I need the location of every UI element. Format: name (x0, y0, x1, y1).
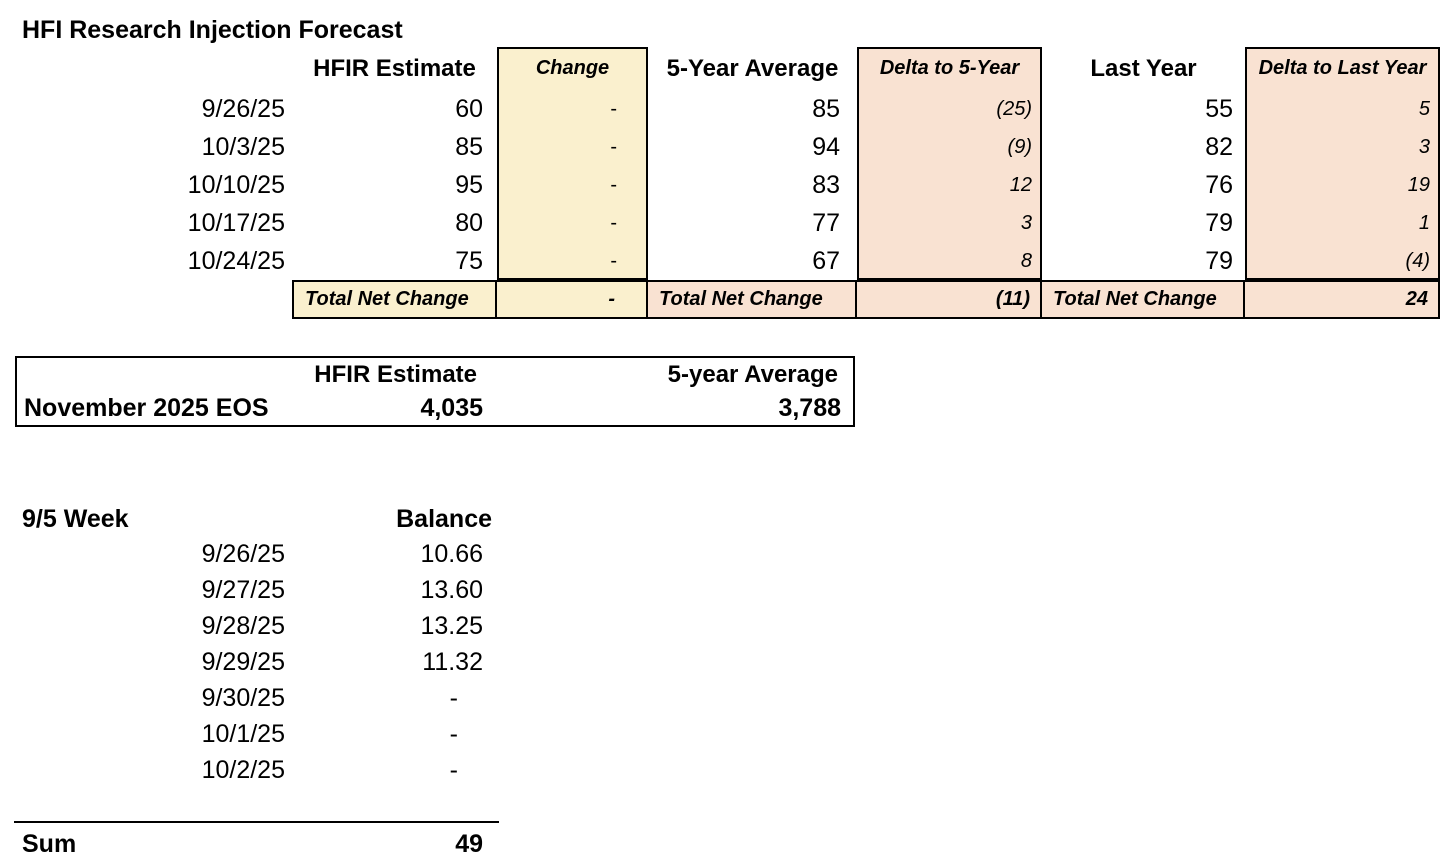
week-balance: 11.32 (422, 647, 483, 676)
avg5-cell: 83 (812, 170, 840, 199)
balance-column-header: Balance (396, 504, 492, 533)
lastyear-cell: 76 (1205, 170, 1233, 199)
week-row: 10/1/25 - (0, 716, 497, 752)
delta-lastyear-cell: 3 (1418, 135, 1430, 158)
week-date: 9/26/25 (201, 539, 285, 568)
hfir-cell: 80 (455, 208, 483, 237)
eos-5year-average-value: 3,788 (778, 394, 841, 422)
lastyear-cell: 82 (1205, 132, 1233, 161)
week-balance: - (449, 683, 458, 712)
week-balance: 13.60 (420, 575, 483, 604)
avg5-cell: 85 (812, 94, 840, 123)
sum-label: Sum (22, 829, 77, 858)
total-change-value: - (495, 280, 648, 319)
delta5-cell: 12 (1009, 173, 1032, 196)
week-balance: - (449, 719, 458, 748)
change-cell: - (610, 211, 617, 234)
delta5-cell: 3 (1020, 211, 1032, 234)
lastyear-cell: 79 (1205, 208, 1233, 237)
eos-empty-header (17, 358, 292, 392)
week-row: 9/30/25 - (0, 680, 497, 716)
forecast-table: HFIR Estimate Change 5-Year Average Delt… (0, 47, 1440, 319)
week-date: 10/1/25 (201, 719, 285, 748)
avg5-cell: 94 (812, 132, 840, 161)
date-cell: 10/24/25 (187, 246, 285, 275)
header-last-year: Last Year (1090, 54, 1197, 82)
date-cell: 9/26/25 (201, 94, 285, 123)
total-label-5year: Total Net Change (646, 280, 857, 319)
week-date: 10/2/25 (201, 755, 285, 784)
delta5-cell: (25) (996, 97, 1032, 120)
week-row: 9/26/25 10.66 (0, 536, 497, 572)
header-hfir-estimate: HFIR Estimate (313, 54, 476, 82)
change-cell: - (610, 173, 617, 196)
week-row: 9/28/25 13.25 (0, 608, 497, 644)
hfir-cell: 95 (455, 170, 483, 199)
week-date: 9/30/25 (201, 683, 285, 712)
avg5-cell: 77 (812, 208, 840, 237)
change-cell: - (610, 135, 617, 158)
sum-divider-line (14, 821, 499, 823)
eos-hfir-value: 4,035 (420, 394, 483, 422)
forecast-grid: HFIR Estimate Change 5-Year Average Delt… (0, 47, 1440, 280)
date-cell: 10/3/25 (201, 132, 285, 161)
eos-header-5year-average: 5-year Average (667, 361, 838, 388)
week-table-title: 9/5 Week (22, 504, 129, 533)
week-row: 9/27/25 13.60 (0, 572, 497, 608)
week-date: 9/27/25 (201, 575, 285, 604)
week-balance: 10.66 (420, 539, 483, 568)
change-cell: - (610, 97, 617, 120)
lastyear-cell: 55 (1205, 94, 1233, 123)
header-delta-last-year: Delta to Last Year (1258, 57, 1427, 79)
total-delta-lastyear-value: 24 (1243, 280, 1440, 319)
delta-lastyear-cell: (4) (1405, 249, 1430, 272)
header-delta-5year: Delta to 5-Year (879, 57, 1020, 79)
total-delta-5year-value: (11) (855, 280, 1042, 319)
week-balance: - (449, 755, 458, 784)
week-balance: 13.25 (420, 611, 483, 640)
delta5-cell: (9) (1007, 135, 1032, 158)
date-cell: 10/10/25 (187, 170, 285, 199)
hfir-cell: 60 (455, 94, 483, 123)
change-column-box (497, 47, 648, 280)
week-date: 9/29/25 (201, 647, 285, 676)
change-cell: - (610, 249, 617, 272)
header-change: Change (535, 57, 610, 79)
date-cell: 10/17/25 (187, 208, 285, 237)
hfir-cell: 75 (455, 246, 483, 275)
total-label-change: Total Net Change (292, 280, 497, 319)
sum-value: 49 (455, 829, 483, 858)
delta-lastyear-cell: 5 (1418, 97, 1430, 120)
total-net-change-row: Total Net Change - Total Net Change (11)… (292, 280, 1440, 319)
delta-lastyear-column-box (1245, 47, 1440, 280)
header-date (0, 47, 292, 90)
week-row: 9/29/25 11.32 (0, 644, 497, 680)
week-date: 9/28/25 (201, 611, 285, 640)
page-title: HFI Research Injection Forecast (22, 16, 403, 44)
hfir-cell: 85 (455, 132, 483, 161)
delta-lastyear-cell: 1 (1418, 211, 1430, 234)
eos-row-label: November 2025 EOS (24, 394, 269, 422)
sum-row: Sum 49 (0, 827, 497, 861)
avg5-cell: 67 (812, 246, 840, 275)
lastyear-cell: 79 (1205, 246, 1233, 275)
eos-table: HFIR Estimate 5-year Average November 20… (15, 356, 855, 427)
header-5year-average: 5-Year Average (666, 54, 839, 82)
eos-header-hfir: HFIR Estimate (314, 361, 477, 388)
total-label-lastyear: Total Net Change (1040, 280, 1245, 319)
delta5-cell: 8 (1020, 249, 1032, 272)
week-row: 10/2/25 - (0, 752, 497, 788)
delta-5year-column-box (857, 47, 1042, 280)
delta-lastyear-cell: 19 (1407, 173, 1430, 196)
